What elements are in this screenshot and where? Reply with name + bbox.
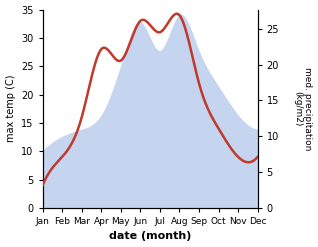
X-axis label: date (month): date (month) [109,231,191,242]
Y-axis label: max temp (C): max temp (C) [5,75,16,143]
Y-axis label: med. precipitation
(kg/m2): med. precipitation (kg/m2) [293,67,313,150]
